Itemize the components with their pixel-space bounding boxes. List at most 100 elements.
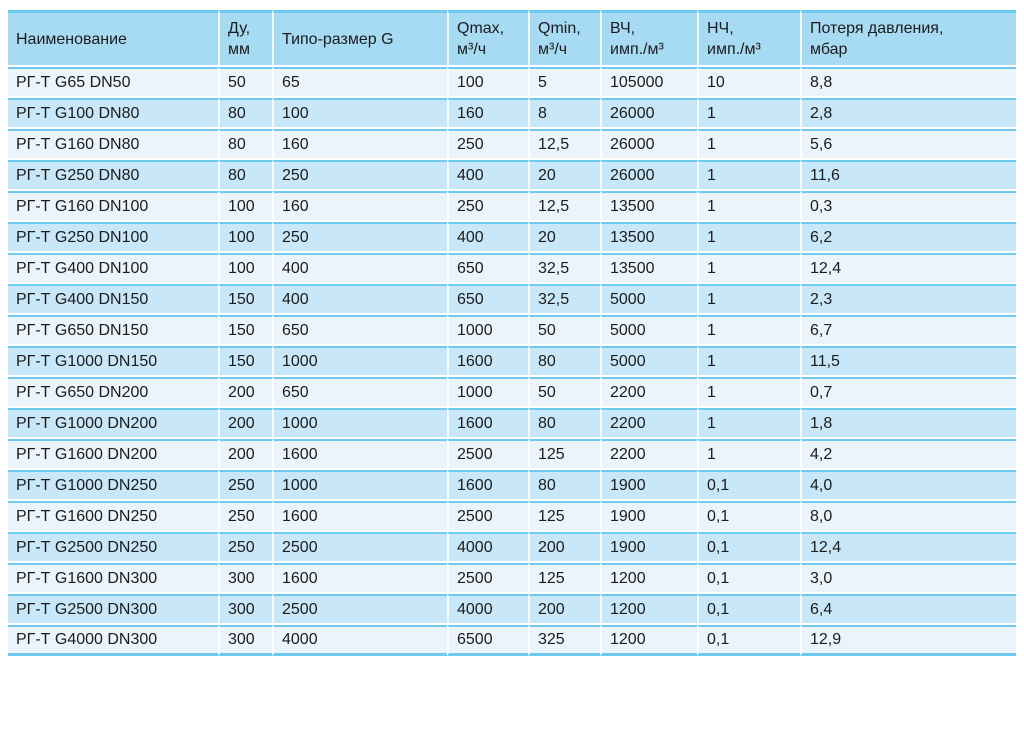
table-cell: РГ-Т G160 DN100 [8,191,218,222]
table-cell: 1000 [272,470,447,501]
table-cell: 1900 [600,532,697,563]
table-cell: 250 [272,222,447,253]
table-cell: 1900 [600,470,697,501]
table-cell: 2200 [600,377,697,408]
table-cell: 50 [528,315,600,346]
table-cell: 1200 [600,563,697,594]
table-cell: 125 [528,563,600,594]
table-cell: 26000 [600,129,697,160]
table-cell: РГ-Т G160 DN80 [8,129,218,160]
table-cell: 5 [528,67,600,98]
table-row: РГ-Т G250 DN80 80 250 400 20 26000 1 11,… [8,160,1016,191]
table-cell: 20 [528,222,600,253]
column-header-pressure-loss: Потеря давления, мбар [800,10,1016,67]
table-cell: 5,6 [800,129,1016,160]
table-cell: 1 [697,191,800,222]
table-row: РГ-Т G2500 DN300 300 2500 4000 200 1200 … [8,594,1016,625]
table-cell: 2500 [447,439,528,470]
table-cell: 80 [528,470,600,501]
table-cell: 80 [528,408,600,439]
table-cell: 200 [218,408,272,439]
table-cell: 12,4 [800,532,1016,563]
table-cell: 2,8 [800,98,1016,129]
table-cell: 12,4 [800,253,1016,284]
table-cell: 400 [272,284,447,315]
column-header-hf: ВЧ, имп./м³ [600,10,697,67]
table-cell: 650 [447,284,528,315]
table-cell: 160 [272,129,447,160]
table-cell: 200 [218,377,272,408]
table-cell: 13500 [600,253,697,284]
table-cell: 1 [697,222,800,253]
table-row: РГ-Т G250 DN100 100 250 400 20 13500 1 6… [8,222,1016,253]
table-cell: 1600 [447,408,528,439]
table-cell: 250 [447,129,528,160]
table-cell: 11,6 [800,160,1016,191]
table-cell: 50 [218,67,272,98]
table-cell: 0,1 [697,501,800,532]
column-header-du: Ду, мм [218,10,272,67]
table-cell: 1 [697,377,800,408]
table-cell: 0,7 [800,377,1016,408]
table-cell: 300 [218,625,272,656]
column-header-qmin: Qmin, м³/ч [528,10,600,67]
spec-table: Наименование Ду, мм Типо-размер G Qmax, … [8,10,1016,656]
table-cell: 100 [272,98,447,129]
table-cell: РГ-Т G100 DN80 [8,98,218,129]
table-cell: 6,7 [800,315,1016,346]
table-cell: 4000 [272,625,447,656]
table-row: РГ-Т G650 DN150 150 650 1000 50 5000 1 6… [8,315,1016,346]
table-cell: 1 [697,253,800,284]
table-row: РГ-Т G160 DN100 100 160 250 12,5 13500 1… [8,191,1016,222]
table-cell: 80 [218,129,272,160]
table-cell: 1000 [272,346,447,377]
table-cell: 325 [528,625,600,656]
table-row: РГ-Т G160 DN80 80 160 250 12,5 26000 1 5… [8,129,1016,160]
table-cell: 13500 [600,222,697,253]
table-cell: 5000 [600,315,697,346]
table-cell: 13500 [600,191,697,222]
table-cell: 2500 [447,563,528,594]
table-cell: 250 [447,191,528,222]
table-cell: РГ-Т G1000 DN250 [8,470,218,501]
table-cell: 11,5 [800,346,1016,377]
table-cell: РГ-Т G650 DN150 [8,315,218,346]
table-cell: 200 [528,532,600,563]
table-cell: 2200 [600,439,697,470]
table-cell: 1000 [447,315,528,346]
table-cell: РГ-Т G2500 DN250 [8,532,218,563]
table-cell: 8,8 [800,67,1016,98]
table-cell: 160 [272,191,447,222]
table-cell: 300 [218,563,272,594]
table-cell: 1 [697,439,800,470]
table-cell: 8 [528,98,600,129]
table-cell: 2,3 [800,284,1016,315]
table-cell: 6,2 [800,222,1016,253]
table-cell: 125 [528,501,600,532]
table-row: РГ-Т G1600 DN250 250 1600 2500 125 1900 … [8,501,1016,532]
table-cell: 400 [447,222,528,253]
table-row: РГ-Т G2500 DN250 250 2500 4000 200 1900 … [8,532,1016,563]
table-cell: 1 [697,129,800,160]
table-cell: 4000 [447,532,528,563]
table-cell: 250 [218,501,272,532]
table-cell: 1600 [447,470,528,501]
table-row: РГ-Т G400 DN100 100 400 650 32,5 13500 1… [8,253,1016,284]
table-cell: 0,3 [800,191,1016,222]
table-cell: 150 [218,346,272,377]
table-cell: РГ-Т G1600 DN300 [8,563,218,594]
table-cell: 300 [218,594,272,625]
table-row: РГ-Т G400 DN150 150 400 650 32,5 5000 1 … [8,284,1016,315]
header-row: Наименование Ду, мм Типо-размер G Qmax, … [8,10,1016,67]
table-cell: РГ-Т G250 DN80 [8,160,218,191]
table-cell: 2200 [600,408,697,439]
table-cell: 150 [218,315,272,346]
table-cell: 1 [697,346,800,377]
table-cell: 5000 [600,346,697,377]
table-cell: 250 [218,532,272,563]
table-cell: 650 [272,315,447,346]
table-cell: 400 [272,253,447,284]
column-header-lf: НЧ, имп./м³ [697,10,800,67]
table-cell: 20 [528,160,600,191]
table-cell: 12,5 [528,129,600,160]
